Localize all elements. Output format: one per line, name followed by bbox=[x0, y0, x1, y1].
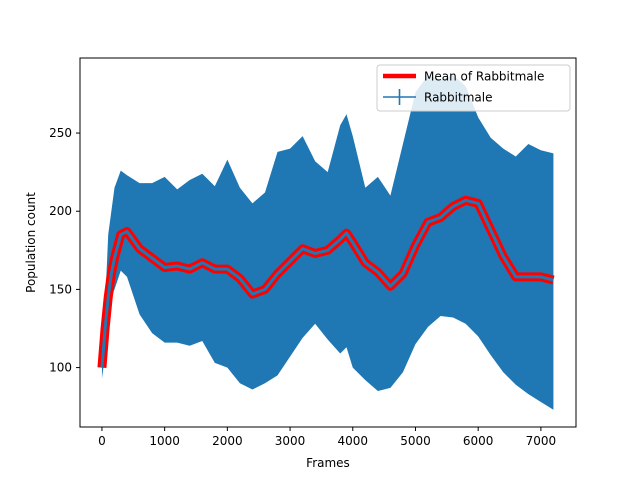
x-tick-label: 5000 bbox=[400, 434, 431, 448]
legend: Mean of Rabbitmale Rabbitmale bbox=[376, 64, 571, 112]
axes-frame bbox=[79, 57, 577, 428]
x-axis: 0 1000 2000 3000 4000 5000 6000 7000 bbox=[98, 427, 556, 448]
x-tick-label: 2000 bbox=[212, 434, 243, 448]
x-tick-label: 6000 bbox=[463, 434, 494, 448]
x-tick-label: 0 bbox=[98, 434, 106, 448]
legend-label-mean: Mean of Rabbitmale bbox=[424, 70, 544, 84]
y-tick-label: 200 bbox=[49, 204, 72, 218]
x-tick-label: 1000 bbox=[149, 434, 180, 448]
y-axis: 100 150 200 250 bbox=[49, 126, 80, 375]
x-tick-label: 7000 bbox=[526, 434, 557, 448]
errorbar-band bbox=[101, 75, 554, 410]
legend-box bbox=[376, 64, 571, 112]
plot-area bbox=[97, 75, 555, 410]
errorbar-center-line bbox=[100, 198, 554, 368]
legend-label-errorbar: Rabbitmale bbox=[424, 91, 492, 105]
x-tick-label: 4000 bbox=[337, 434, 368, 448]
y-tick-label: 250 bbox=[49, 126, 72, 140]
x-axis-label: Frames bbox=[306, 456, 350, 470]
y-tick-label: 150 bbox=[49, 282, 72, 296]
x-tick-label: 3000 bbox=[275, 434, 306, 448]
y-tick-label: 100 bbox=[49, 361, 72, 375]
y-axis-label: Population count bbox=[24, 192, 38, 293]
